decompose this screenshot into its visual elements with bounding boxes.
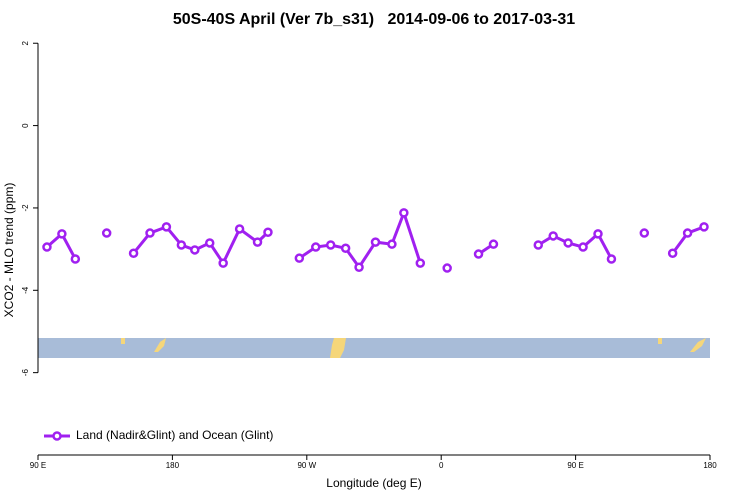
point <box>218 258 228 268</box>
point <box>399 208 409 218</box>
point <box>682 228 693 238</box>
point <box>533 240 544 250</box>
y-tick-label: -4 <box>21 286 30 294</box>
land-patch <box>658 338 662 344</box>
point <box>190 245 200 255</box>
land-patch <box>154 338 166 352</box>
point <box>70 254 81 264</box>
point <box>101 228 112 238</box>
legend-label: Land (Nadir&Glint) and Ocean (Glint) <box>76 428 273 442</box>
point <box>354 262 364 272</box>
point <box>473 249 484 259</box>
point <box>176 240 187 250</box>
y-tick-label: -6 <box>21 369 30 377</box>
land-patch <box>121 338 125 344</box>
point <box>563 238 573 248</box>
point <box>252 237 263 247</box>
point <box>667 248 678 258</box>
point <box>606 254 617 264</box>
point <box>370 237 381 247</box>
point <box>234 224 245 234</box>
point <box>311 242 321 252</box>
y-tick-label: -2 <box>21 204 30 212</box>
point <box>442 263 452 273</box>
x-tick-label: 180 <box>166 461 180 470</box>
x-tick-label: 90 E <box>30 461 46 470</box>
point <box>699 222 709 232</box>
x-tick-label: 180 <box>703 461 717 470</box>
point <box>415 258 426 268</box>
legend-marker <box>52 431 62 441</box>
point <box>263 227 273 237</box>
point <box>294 253 305 263</box>
y-tick-label: 2 <box>21 40 30 45</box>
ocean-band <box>38 338 710 358</box>
point <box>578 242 588 252</box>
point <box>387 239 397 249</box>
point <box>639 228 650 238</box>
y-tick-label: 0 <box>21 123 30 128</box>
land-patch <box>690 338 706 352</box>
point <box>57 229 67 239</box>
x-axis-label: Longitude (deg E) <box>326 476 421 490</box>
chart-title: 50S-40S April (Ver 7b_s31) 2014-09-06 to… <box>173 11 575 28</box>
series-line <box>132 225 270 267</box>
point <box>161 222 172 232</box>
series-line <box>298 208 422 270</box>
point <box>145 228 155 238</box>
x-tick-label: 90 E <box>567 461 583 470</box>
surface-strip <box>38 338 710 358</box>
point <box>548 231 558 241</box>
point <box>42 242 52 252</box>
point <box>340 243 351 254</box>
x-tick-label: 90 W <box>297 461 316 470</box>
point <box>204 238 215 248</box>
point <box>325 240 336 250</box>
point <box>128 248 139 258</box>
point <box>593 229 603 239</box>
land-patch <box>330 338 346 358</box>
x-tick-label: 0 <box>439 461 444 470</box>
point <box>488 239 499 249</box>
y-axis-label: XCO2 - MLO trend (ppm) <box>2 183 16 318</box>
